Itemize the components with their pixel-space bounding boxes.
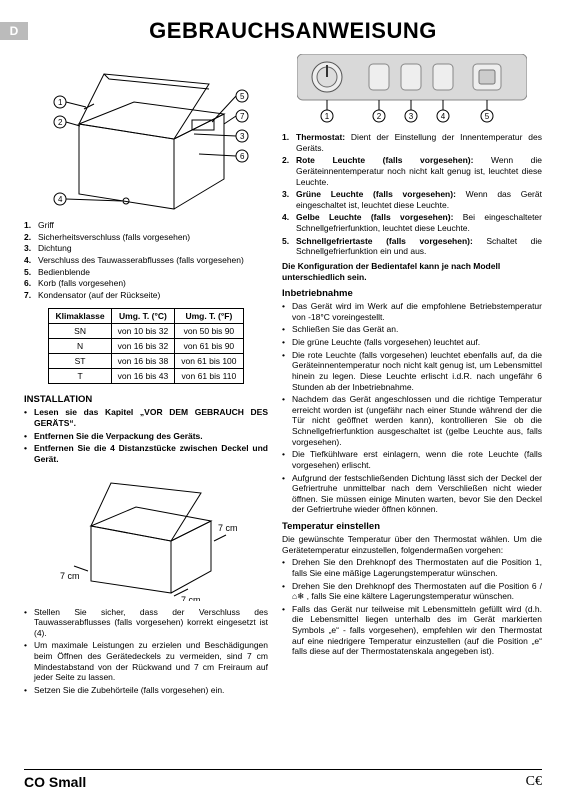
installation-list: Lesen sie das Kapitel „VOR DEM GEBRAUCH … — [24, 407, 268, 464]
left-column: 1 2 4 5 7 3 6 1.Griff 2.Sicherheitsversc… — [24, 54, 268, 698]
list-item: Die Tiefkühlware erst einlagern, wenn di… — [282, 449, 542, 470]
list-item: Nachdem das Gerät angeschlossen und die … — [282, 394, 542, 447]
parts-item: 7.Kondensator (auf der Rückseite) — [24, 290, 268, 301]
dim-label: 7 cm — [60, 571, 80, 581]
startup-list: Das Gerät wird im Werk auf die empfohlen… — [282, 301, 542, 515]
climate-table: Klimaklasse Umg. T. (°C) Umg. T. (°F) SN… — [48, 308, 243, 384]
list-item: Schließen Sie das Gerät an. — [282, 324, 542, 335]
startup-heading: Inbetriebnahme — [282, 288, 542, 299]
svg-text:2: 2 — [377, 112, 382, 121]
svg-text:6: 6 — [240, 152, 245, 161]
parts-item: 6.Korb (falls vorgesehen) — [24, 278, 268, 289]
parts-list: 1.Griff 2.Sicherheitsverschluss (falls v… — [24, 220, 268, 300]
dim-label: 7 cm — [181, 595, 201, 601]
svg-text:4: 4 — [58, 195, 63, 204]
ce-mark: C€ — [526, 774, 542, 790]
list-item: Drehen Sie den Drehknopf des Thermostate… — [282, 581, 542, 602]
list-item: 2.Rote Leuchte (falls vorgesehen): Wenn … — [282, 155, 542, 187]
list-item: Setzen Sie die Zubehörteile (falls vorge… — [24, 685, 268, 696]
list-item: 5.Schnellgefriertaste (falls vorgesehen)… — [282, 236, 542, 257]
installation-after-list: Stellen Sie sicher, dass der Verschluss … — [24, 607, 268, 696]
parts-item: 2.Sicherheitsverschluss (falls vorgesehe… — [24, 232, 268, 243]
list-item: Aufgrund der festschließenden Dichtung l… — [282, 473, 542, 516]
model-label: CO Small — [24, 774, 86, 790]
svg-text:2: 2 — [58, 118, 63, 127]
th: Umg. T. (°F) — [175, 309, 243, 324]
svg-text:7: 7 — [240, 112, 245, 121]
parts-item: 4.Verschluss des Tauwasserabflusses (fal… — [24, 255, 268, 266]
control-panel-diagram: 1 2 3 4 5 — [297, 54, 527, 126]
temperature-intro: Die gewünschte Temperatur über den Therm… — [282, 534, 542, 555]
th: Umg. T. (°C) — [111, 309, 175, 324]
dim-label: 7 cm — [218, 523, 238, 533]
list-item: Entfernen Sie die 4 Distanzstücke zwisch… — [24, 443, 268, 464]
svg-text:4: 4 — [441, 112, 446, 121]
list-item: Entfernen Sie die Verpackung des Geräts. — [24, 431, 268, 442]
page-title: GEBRAUCHSANWEISUNG — [44, 18, 542, 44]
language-badge: D — [0, 22, 28, 40]
columns: 1 2 4 5 7 3 6 1.Griff 2.Sicherheitsversc… — [24, 54, 542, 698]
list-item: Stellen Sie sicher, dass der Verschluss … — [24, 607, 268, 639]
parts-item: 1.Griff — [24, 220, 268, 231]
installation-heading: INSTALLATION — [24, 394, 268, 405]
svg-text:1: 1 — [325, 112, 330, 121]
svg-text:5: 5 — [240, 92, 245, 101]
parts-item: 5.Bedienblende — [24, 267, 268, 278]
parts-item: 3.Dichtung — [24, 243, 268, 254]
right-column: 1 2 3 4 5 1.Thermostat: Dient der Einste… — [282, 54, 542, 698]
th: Klimaklasse — [49, 309, 111, 324]
svg-text:3: 3 — [240, 132, 245, 141]
svg-text:1: 1 — [58, 98, 63, 107]
page-footer: CO Small C€ — [24, 769, 542, 790]
list-item: Falls das Gerät nur teilweise mit Lebens… — [282, 604, 542, 657]
freezer-diagram: 1 2 4 5 7 3 6 — [24, 54, 268, 214]
temperature-heading: Temperatur einstellen — [282, 521, 542, 532]
list-item: 1.Thermostat: Dient der Einstellung der … — [282, 132, 542, 153]
clearance-diagram: 7 cm 7 cm 7 cm — [46, 471, 246, 601]
config-note: Die Konfiguration der Bedientafel kann j… — [282, 261, 542, 282]
list-item: Die rote Leuchte (falls vorgesehen) leuc… — [282, 350, 542, 393]
list-item: Lesen sie das Kapitel „VOR DEM GEBRAUCH … — [24, 407, 268, 428]
list-item: 4.Gelbe Leuchte (falls vorgesehen): Bei … — [282, 212, 542, 233]
list-item: 3.Grüne Leuchte (falls vorgesehen): Wenn… — [282, 189, 542, 210]
panel-items-list: 1.Thermostat: Dient der Einstellung der … — [282, 132, 542, 257]
list-item: Um maximale Leistungen zu erzielen und B… — [24, 640, 268, 683]
temperature-list: Drehen Sie den Drehknopf des Thermostate… — [282, 557, 542, 657]
list-item: Das Gerät wird im Werk auf die empfohlen… — [282, 301, 542, 322]
list-item: Die grüne Leuchte (falls vorgesehen) leu… — [282, 337, 542, 348]
svg-text:5: 5 — [485, 112, 490, 121]
svg-text:3: 3 — [409, 112, 414, 121]
list-item: Drehen Sie den Drehknopf des Thermostate… — [282, 557, 542, 578]
